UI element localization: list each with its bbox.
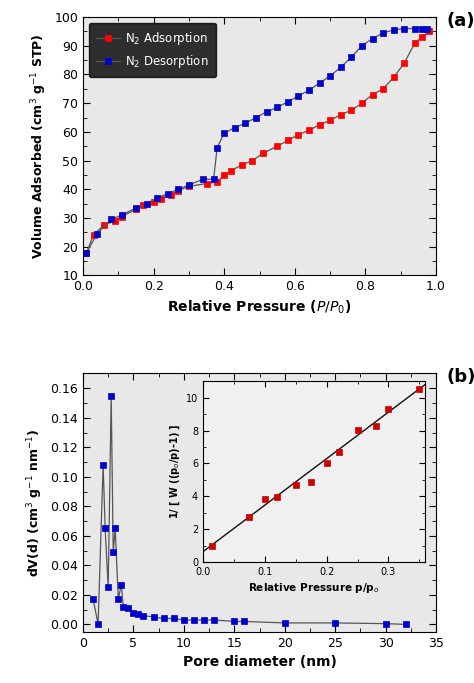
N$_2$ Desorption xyxy=(274,103,280,111)
N$_2$ Desorption xyxy=(94,229,100,238)
N$_2$ Adsorption xyxy=(380,85,386,93)
N$_2$ Desorption xyxy=(264,108,269,116)
N$_2$ Desorption xyxy=(285,98,291,106)
N$_2$ Adsorption xyxy=(419,33,425,41)
N$_2$ Adsorption xyxy=(168,191,174,199)
N$_2$ Desorption xyxy=(109,215,114,223)
N$_2$ Desorption xyxy=(165,189,171,197)
N$_2$ Adsorption xyxy=(158,195,164,204)
N$_2$ Adsorption xyxy=(83,249,89,257)
N$_2$ Adsorption xyxy=(295,130,301,139)
N$_2$ Adsorption xyxy=(204,180,210,188)
N$_2$ Desorption xyxy=(370,35,375,43)
N$_2$ Adsorption xyxy=(101,221,107,229)
N$_2$ Adsorption xyxy=(412,39,418,47)
N$_2$ Adsorption xyxy=(175,186,181,195)
N$_2$ Desorption xyxy=(175,185,181,193)
N$_2$ Adsorption xyxy=(228,167,234,175)
N$_2$ Desorption xyxy=(154,194,160,202)
N$_2$ Adsorption xyxy=(338,111,344,119)
N$_2$ Desorption xyxy=(232,124,237,132)
N$_2$ Adsorption xyxy=(250,156,255,165)
N$_2$ Adsorption xyxy=(140,201,146,209)
N$_2$ Adsorption xyxy=(112,217,118,225)
X-axis label: Relative Pressure ($\mathit{P/P_0}$): Relative Pressure ($\mathit{P/P_0}$) xyxy=(167,298,352,316)
N$_2$ Adsorption xyxy=(91,230,96,238)
Y-axis label: dV(d) (cm$^3$ g$^{-1}$ nm$^{-1}$): dV(d) (cm$^3$ g$^{-1}$ nm$^{-1}$) xyxy=(25,428,45,577)
N$_2$ Adsorption xyxy=(221,171,227,179)
N$_2$ Desorption xyxy=(253,113,259,122)
N$_2$ Adsorption xyxy=(186,182,191,191)
N$_2$ Adsorption xyxy=(133,206,139,214)
N$_2$ Desorption xyxy=(214,143,220,152)
N$_2$ Adsorption xyxy=(214,178,220,186)
N$_2$ Adsorption xyxy=(401,59,407,67)
N$_2$ Desorption xyxy=(391,26,397,34)
N$_2$ Desorption xyxy=(338,64,344,72)
N$_2$ Adsorption xyxy=(274,142,280,150)
N$_2$ Desorption xyxy=(133,204,139,212)
N$_2$ Desorption xyxy=(412,25,418,33)
N$_2$ Desorption xyxy=(83,249,89,257)
Legend: N$_2$ Adsorption, N$_2$ Desorption: N$_2$ Adsorption, N$_2$ Desorption xyxy=(89,23,216,77)
N$_2$ Desorption xyxy=(306,86,312,94)
N$_2$ Desorption xyxy=(348,53,354,61)
N$_2$ Desorption xyxy=(221,129,227,137)
N$_2$ Adsorption xyxy=(151,198,156,206)
N$_2$ Adsorption xyxy=(285,137,291,145)
N$_2$ Desorption xyxy=(243,119,248,127)
N$_2$ Desorption xyxy=(424,25,430,33)
N$_2$ Adsorption xyxy=(260,150,266,158)
Text: (b): (b) xyxy=(447,368,474,387)
N$_2$ Desorption xyxy=(401,25,407,33)
N$_2$ Desorption xyxy=(186,181,191,189)
N$_2$ Desorption xyxy=(317,79,322,87)
N$_2$ Adsorption xyxy=(239,161,245,169)
N$_2$ Adsorption xyxy=(119,212,125,221)
N$_2$ Adsorption xyxy=(348,107,354,115)
N$_2$ Desorption xyxy=(211,175,217,183)
N$_2$ Adsorption xyxy=(391,73,397,81)
N$_2$ Desorption xyxy=(144,199,149,208)
N$_2$ Adsorption xyxy=(317,121,322,129)
N$_2$ Desorption xyxy=(295,92,301,100)
X-axis label: Pore diameter (nm): Pore diameter (nm) xyxy=(182,655,337,669)
N$_2$ Desorption xyxy=(328,72,333,80)
Text: (a): (a) xyxy=(447,12,474,30)
N$_2$ Desorption xyxy=(200,175,206,183)
N$_2$ Adsorption xyxy=(359,99,365,107)
N$_2$ Adsorption xyxy=(370,90,375,98)
Y-axis label: Volume Adsorbed (cm$^3$ g$^{-1}$ STP): Volume Adsorbed (cm$^3$ g$^{-1}$ STP) xyxy=(29,33,49,259)
N$_2$ Adsorption xyxy=(328,116,333,124)
N$_2$ Adsorption xyxy=(306,126,312,135)
N$_2$ Desorption xyxy=(359,42,365,50)
N$_2$ Desorption xyxy=(380,29,386,37)
Line: N$_2$ Adsorption: N$_2$ Adsorption xyxy=(83,28,432,256)
Line: N$_2$ Desorption: N$_2$ Desorption xyxy=(83,25,430,256)
N$_2$ Adsorption xyxy=(426,27,432,36)
N$_2$ Desorption xyxy=(119,211,125,219)
N$_2$ Desorption xyxy=(419,25,425,33)
